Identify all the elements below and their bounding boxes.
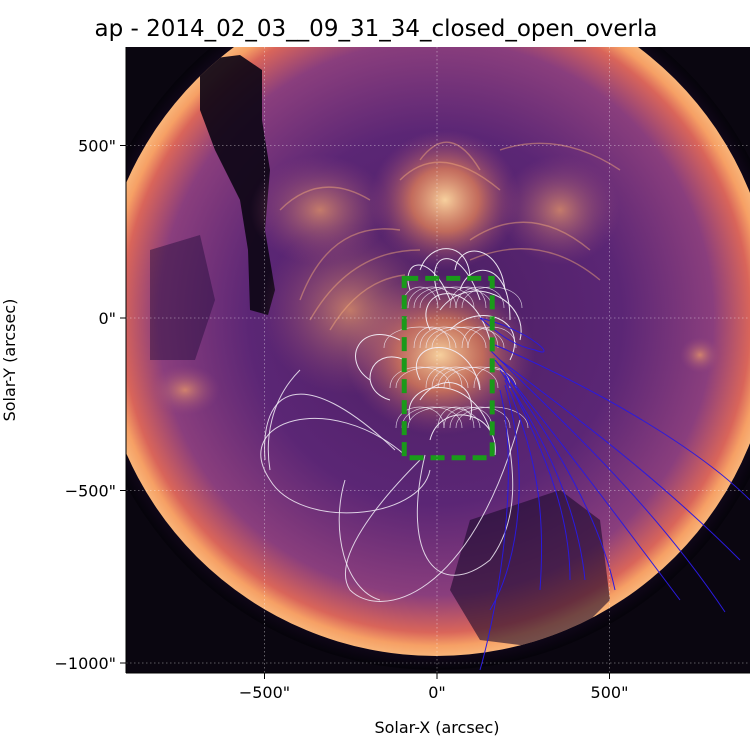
- closed-field-line: [369, 356, 406, 401]
- closed-field-line: [419, 382, 473, 421]
- closed-field-line: [407, 286, 457, 309]
- closed-field-line: [407, 264, 451, 301]
- closed-field-line: [443, 406, 493, 429]
- closed-field-line: [267, 369, 301, 471]
- closed-field-line: [437, 366, 499, 389]
- active-region-northwest: [500, 155, 620, 265]
- open-field-line: [499, 369, 586, 581]
- active-region-north: [370, 130, 520, 270]
- closed-field-line: [429, 414, 496, 456]
- closed-field-line: [419, 248, 471, 281]
- coronal-loops: [279, 141, 621, 331]
- closed-field-line: [443, 366, 517, 389]
- bright-point-limb: [150, 365, 220, 415]
- closed-field-line: [395, 366, 469, 389]
- active-region-west: [260, 225, 440, 395]
- closed-field-line: [419, 286, 493, 309]
- closed-field-line: [431, 366, 481, 389]
- bright-point-east: [680, 337, 720, 373]
- open-field-line: [479, 317, 545, 353]
- closed-field-line: [449, 406, 511, 429]
- x-tick-label: 0": [428, 683, 446, 702]
- closed-field-line: [434, 258, 481, 301]
- x-axis-label: Solar-X (arcsec): [374, 718, 499, 737]
- open-field-line: [499, 359, 741, 561]
- closed-field-line: [459, 269, 511, 321]
- closed-field-line: [416, 419, 514, 576]
- closed-field-lines: [260, 248, 529, 602]
- y-tick-label: −1000": [55, 654, 116, 673]
- y-axis-label: Solar-Y (arcsec): [0, 299, 19, 422]
- closed-field-line: [338, 479, 381, 601]
- closed-field-line: [401, 406, 463, 429]
- region-of-interest-box: [401, 275, 495, 461]
- plot-area: [126, 47, 750, 673]
- open-field-line: [489, 349, 726, 613]
- dark-region-east: [150, 235, 215, 360]
- solar-features: [150, 55, 720, 650]
- open-field-line: [479, 389, 509, 671]
- open-field-line: [499, 364, 616, 591]
- closed-field-line: [264, 393, 396, 461]
- closed-field-line: [449, 315, 516, 361]
- open-field-line: [489, 384, 520, 611]
- closed-field-line: [389, 366, 451, 389]
- y-tick-label: 0": [98, 309, 116, 328]
- closed-field-line: [260, 417, 431, 514]
- closed-field-line: [413, 286, 475, 309]
- closed-field-line: [454, 250, 506, 291]
- closed-field-line: [431, 326, 505, 349]
- closed-field-line: [425, 366, 463, 389]
- open-field-lines: [479, 317, 750, 671]
- closed-field-line: [395, 406, 445, 429]
- closed-field-line: [425, 326, 487, 349]
- closed-field-line: [437, 406, 475, 429]
- axis-ticks: −500" 0" 500" 500" 0" −500" −1000": [55, 137, 629, 703]
- closed-field-line: [408, 387, 491, 431]
- closed-field-line: [419, 326, 469, 349]
- closed-field-line: [455, 286, 505, 309]
- chart-title: ap - 2014_02_03__09_31_34_closed_open_ov…: [95, 16, 658, 42]
- x-tick-label: 500": [591, 683, 629, 702]
- closed-field-line: [344, 419, 521, 602]
- coronal-hole: [200, 55, 275, 315]
- open-field-line: [494, 344, 750, 501]
- y-tick-label: 500": [78, 137, 116, 156]
- open-field-line: [504, 379, 543, 591]
- y-tick-label: −500": [65, 482, 116, 501]
- closed-field-line: [461, 326, 499, 349]
- x-tick-label: −500": [239, 683, 290, 702]
- open-field-line: [504, 374, 571, 581]
- closed-field-line: [383, 326, 457, 349]
- closed-field-line: [413, 326, 451, 349]
- closed-field-line: [449, 286, 487, 309]
- open-field-line: [494, 359, 681, 601]
- active-region-northeast: [250, 155, 390, 265]
- closed-field-line: [355, 334, 401, 381]
- grid-lines: [126, 47, 750, 673]
- closed-field-line: [407, 406, 481, 429]
